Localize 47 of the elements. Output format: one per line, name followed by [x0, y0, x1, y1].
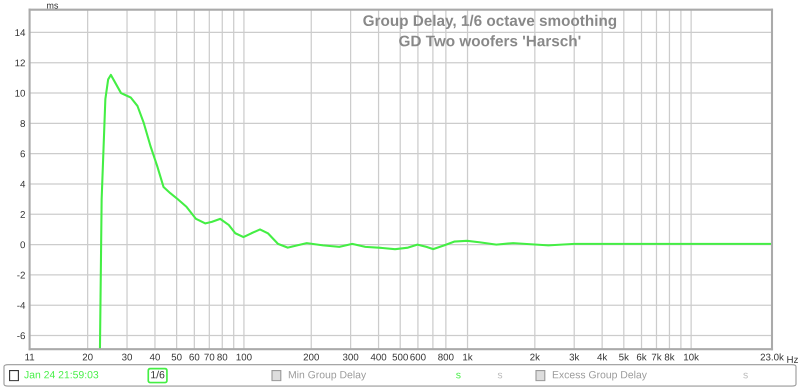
y-tick-label: 14 — [15, 29, 26, 36]
y-tick-label: 6 — [20, 150, 26, 158]
x-tick-label: 300 — [342, 354, 358, 361]
x-tick-label: 1k — [463, 353, 473, 360]
y-tick-label: -2 — [17, 272, 25, 278]
y-axis-title: ms — [47, 4, 58, 9]
y-tick-label: -6 — [17, 332, 26, 340]
x-tick-label: 500 — [392, 354, 408, 361]
x-tick-label: 2k — [530, 353, 540, 360]
x-tick-label: 30 — [122, 354, 132, 361]
y-tick-label: 4 — [20, 180, 26, 188]
text: s — [743, 372, 748, 378]
x-tick-label: 5k — [619, 353, 629, 361]
x-tick-label: 7k — [652, 353, 662, 360]
x-tick-label: 100 — [236, 354, 252, 361]
x-tick-label: 23.0k — [760, 353, 784, 361]
x-tick-label: 20 — [82, 354, 93, 361]
x-tick-label: 40 — [150, 354, 160, 361]
x-tick-label: 3k — [569, 353, 580, 361]
chart-title: Group Delay, 1/6 octave smoothing — [363, 14, 616, 30]
x-tick-label: 800 — [438, 354, 454, 361]
y-tick-label: 2 — [20, 211, 25, 218]
x-tick-label: 4k — [597, 353, 608, 360]
x-tick-label: 70 — [204, 354, 214, 361]
x-tick-label: 8k — [664, 353, 675, 361]
x-tick-label: 400 — [370, 354, 386, 361]
y-tick-label: 12 — [15, 59, 25, 66]
x-axis-title: Hz — [787, 356, 798, 363]
text: Jan 24 21:59:03 — [24, 371, 98, 378]
x-tick-label: 60 — [189, 354, 200, 361]
text: s — [456, 372, 461, 378]
y-tick-label: 10 — [15, 90, 26, 97]
x-tick-label: 11 — [25, 354, 34, 360]
x-tick-label: 600 — [410, 354, 426, 361]
x-tick-label: 6k — [636, 353, 647, 361]
x-tick-label: 200 — [304, 354, 319, 361]
y-tick-label: 0 — [20, 241, 26, 248]
x-tick-label: 50 — [172, 354, 182, 361]
y-tick-label: 8 — [20, 120, 26, 127]
x-tick-label: 80 — [217, 354, 228, 361]
text: Min Group Delay — [288, 370, 366, 380]
x-tick-label: 10k — [684, 353, 699, 361]
text: GD Two woofers 'Harsch' — [399, 35, 580, 46]
y-tick-label: -4 — [17, 302, 26, 309]
text: s — [498, 372, 502, 378]
text: 1/6 — [151, 370, 164, 378]
text: Excess Group Delay — [552, 370, 647, 380]
